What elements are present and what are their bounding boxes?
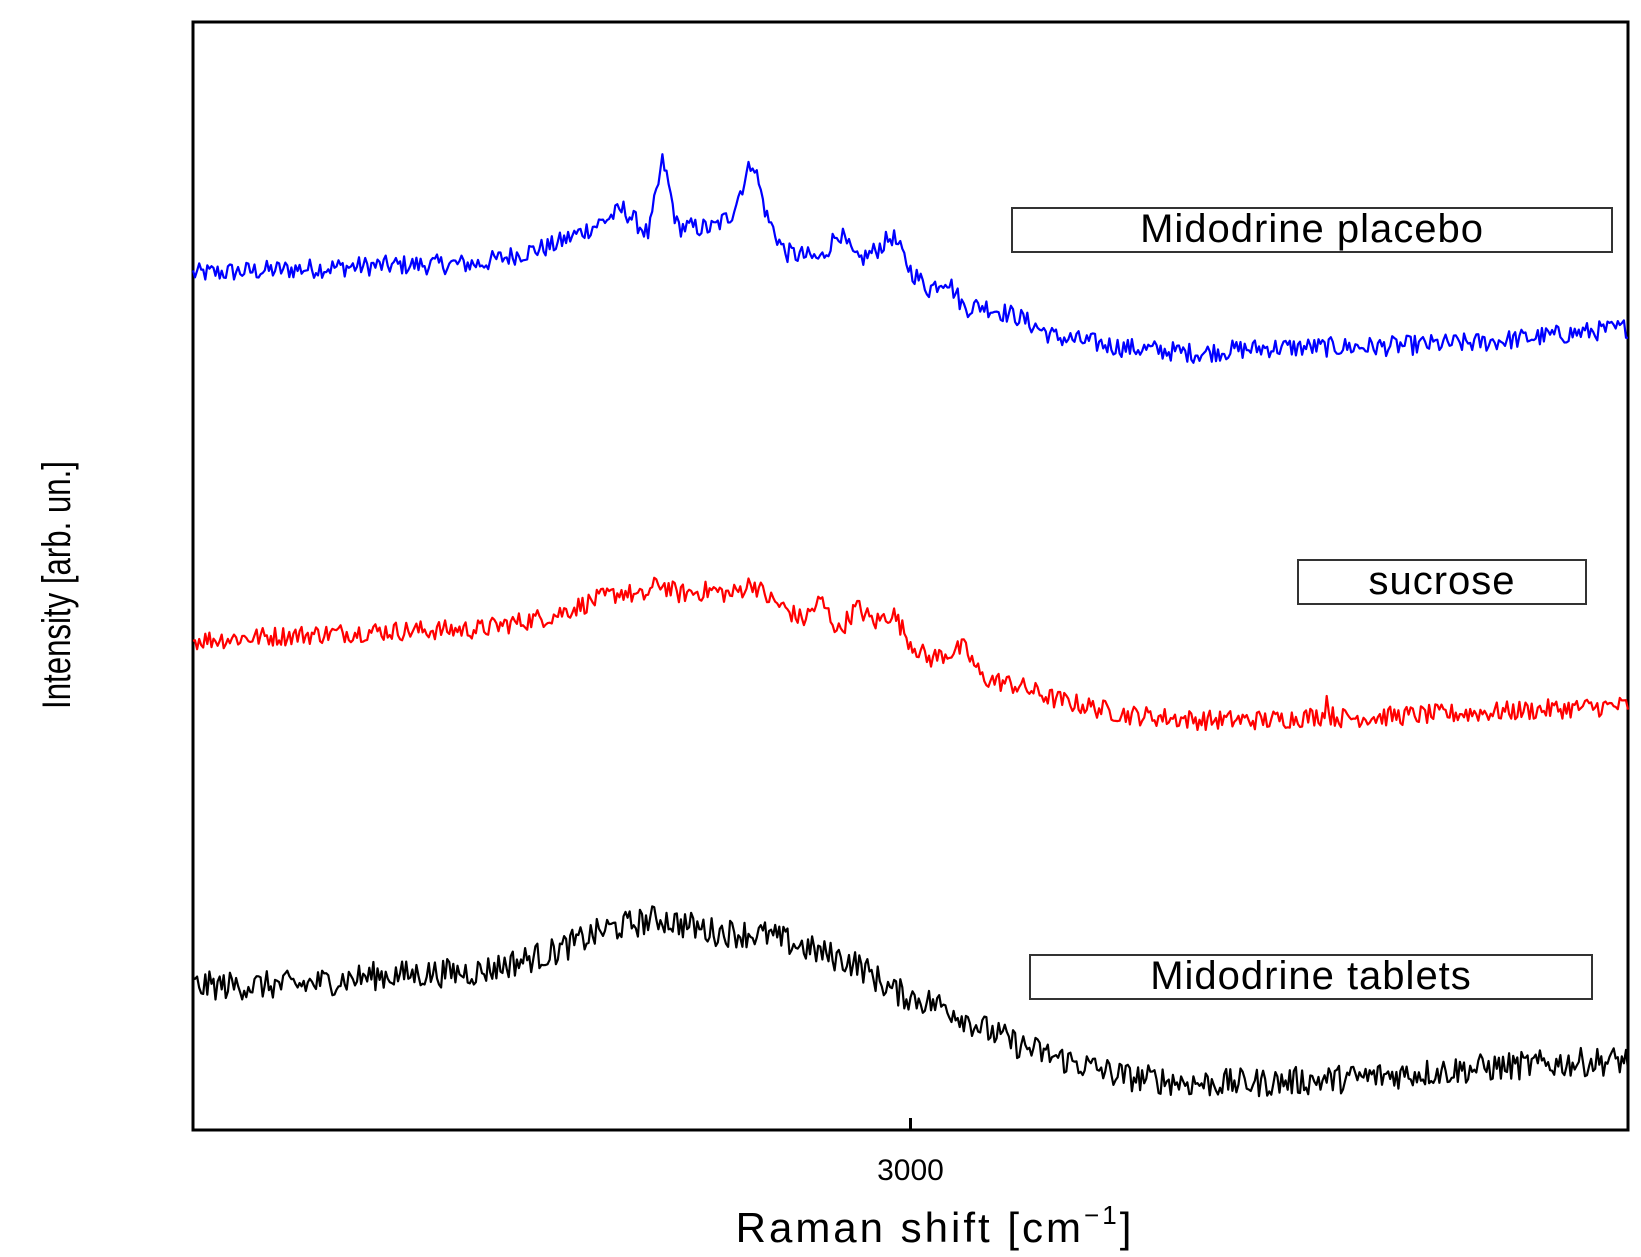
series-line-2	[192, 576, 1630, 731]
tick-layer: 3000	[877, 1118, 944, 1187]
series-label-3: Midodrine tablets	[1029, 954, 1593, 1000]
series-label-box	[1011, 207, 1613, 253]
series-label-text: Midodrine placebo	[1140, 207, 1484, 251]
x-axis-label-suffix: ]	[1120, 1204, 1135, 1251]
y-axis-label: Intensity [arb. un.]	[34, 461, 79, 709]
series-label-text: Midodrine tablets	[1150, 954, 1472, 998]
x-axis-label-main: Raman shift [cm	[736, 1204, 1084, 1251]
series-line-1	[191, 153, 1629, 364]
x-axis-label-superscript: −1	[1084, 1200, 1120, 1230]
legend-layer: Midodrine placebo sucrose Midodrine tablet…	[1011, 207, 1613, 1000]
x-axis-label: Raman shift [cm−1]	[736, 1200, 1135, 1251]
series-label-box	[1029, 954, 1593, 1000]
series-label-1: Midodrine placebo	[1011, 207, 1613, 253]
series-label-box	[1297, 559, 1587, 605]
series-line-3	[192, 905, 1630, 1098]
series-label-text: sucrose	[1368, 559, 1515, 603]
series-layer	[191, 153, 1630, 1098]
series-label-2: sucrose	[1297, 559, 1587, 605]
x-tick-label: 3000	[877, 1154, 944, 1187]
